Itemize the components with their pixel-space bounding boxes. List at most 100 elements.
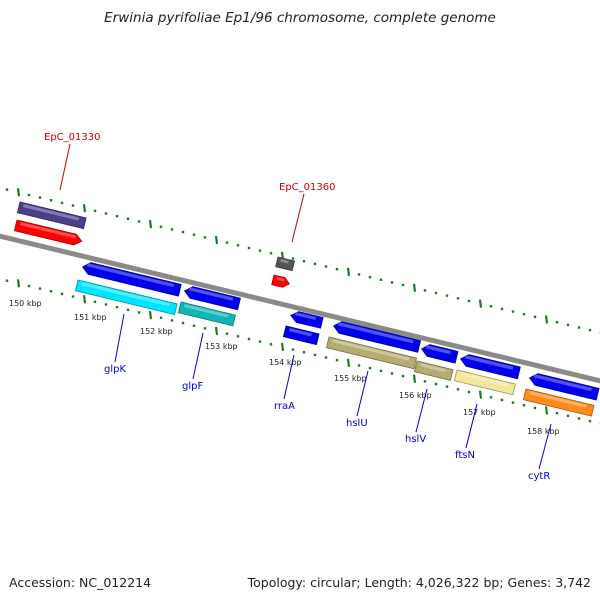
rraA-arrow-2 xyxy=(282,325,320,346)
minor-tick xyxy=(49,290,53,293)
scale-label-151: 151 kbp xyxy=(74,313,107,322)
minor-tick xyxy=(203,236,207,239)
major-tick xyxy=(16,279,21,288)
minor-tick xyxy=(225,241,229,244)
minor-tick xyxy=(379,369,383,372)
major-tick xyxy=(214,235,219,245)
minor-tick xyxy=(5,279,9,282)
minor-tick xyxy=(181,230,185,234)
major-tick xyxy=(412,374,417,383)
minor-tick xyxy=(302,351,306,354)
minor-tick xyxy=(456,388,460,391)
hslV-bar xyxy=(413,360,454,381)
leader-line-EpC_01360 xyxy=(291,193,305,243)
minor-tick xyxy=(302,260,306,263)
minor-tick xyxy=(203,327,207,330)
minor-tick xyxy=(93,300,97,304)
minor-tick xyxy=(566,323,570,327)
minor-tick xyxy=(423,289,427,292)
ftsN-arrow xyxy=(459,354,521,380)
minor-tick xyxy=(555,411,559,415)
minor-tick xyxy=(489,305,493,308)
major-tick xyxy=(214,326,219,336)
minor-tick xyxy=(588,419,592,423)
EpC_01360-arrow xyxy=(271,274,290,288)
minor-tick xyxy=(489,396,493,399)
major-tick xyxy=(346,267,351,276)
major-tick xyxy=(412,283,417,292)
leader-line-hslV xyxy=(415,388,428,433)
major-tick xyxy=(478,299,483,308)
gene-label-glpK: glpK xyxy=(104,364,126,375)
minor-tick xyxy=(159,225,163,228)
minor-tick xyxy=(357,364,361,367)
leader-line-rraA xyxy=(283,354,295,400)
glpK-bar xyxy=(74,279,178,316)
scale-label-158: 158 kbp xyxy=(527,427,560,436)
minor-tick xyxy=(225,332,229,335)
minor-tick xyxy=(115,214,119,218)
minor-tick xyxy=(335,267,339,271)
major-tick xyxy=(478,390,483,399)
minor-tick xyxy=(258,249,262,252)
minor-tick xyxy=(291,257,295,260)
hslU-arrow xyxy=(332,321,422,353)
minor-tick xyxy=(126,217,130,221)
ftsN-bar xyxy=(453,369,516,396)
minor-tick xyxy=(445,385,449,388)
minor-tick xyxy=(192,233,196,236)
minor-tick xyxy=(269,252,273,255)
minor-tick xyxy=(27,284,31,288)
minor-tick xyxy=(368,275,372,279)
major-tick xyxy=(280,342,285,352)
gene-label-hslU: hslU xyxy=(346,418,368,429)
scale-label-152: 152 kbp xyxy=(140,327,173,336)
map-title: Erwinia pyrifoliae Ep1/96 chromosome, co… xyxy=(104,10,496,26)
minor-tick xyxy=(27,193,31,197)
minor-tick xyxy=(181,321,185,325)
minor-tick xyxy=(159,316,163,319)
minor-tick xyxy=(137,220,141,223)
minor-tick xyxy=(170,319,174,322)
minor-tick xyxy=(445,294,449,297)
gene-label-ftsN: ftsN xyxy=(455,450,475,461)
minor-tick xyxy=(368,366,372,370)
minor-tick xyxy=(126,308,130,312)
minor-tick xyxy=(104,303,108,306)
major-tick xyxy=(544,315,549,324)
minor-tick xyxy=(5,188,9,191)
minor-tick xyxy=(38,287,42,290)
major-tick xyxy=(148,219,153,229)
minor-tick xyxy=(522,404,526,407)
minor-tick xyxy=(577,417,581,420)
minor-tick xyxy=(335,358,339,362)
minor-tick xyxy=(456,297,460,300)
EpC_01330-bar xyxy=(16,201,87,230)
scale-label-157: 157 kbp xyxy=(463,408,496,417)
minor-tick xyxy=(170,228,174,231)
minor-tick xyxy=(313,353,317,357)
minor-tick xyxy=(522,313,526,316)
minor-tick xyxy=(357,273,361,276)
minor-tick xyxy=(379,278,383,281)
gene-label-glpF: glpF xyxy=(182,381,203,392)
scale-label-156: 156 kbp xyxy=(399,391,432,400)
minor-tick xyxy=(511,401,515,404)
scale-label-155: 155 kbp xyxy=(334,374,367,383)
minor-tick xyxy=(236,335,240,338)
minor-tick xyxy=(60,201,64,205)
minor-tick xyxy=(390,281,394,284)
scale-label-150: 150 kbp xyxy=(9,299,42,308)
gene-label-EpC_01360: EpC_01360 xyxy=(279,182,335,193)
leader-line-glpF xyxy=(192,332,204,380)
major-tick xyxy=(82,295,87,304)
minor-tick xyxy=(60,292,64,296)
minor-tick xyxy=(588,328,592,332)
glpK-arrow xyxy=(81,262,182,297)
gene-label-hslV: hslV xyxy=(405,434,426,445)
genome-summary: Topology: circular; Length: 4,026,322 bp… xyxy=(247,575,591,590)
minor-tick xyxy=(291,348,295,351)
minor-tick xyxy=(49,199,53,202)
scale-label-154: 154 kbp xyxy=(269,358,302,367)
minor-tick xyxy=(324,265,328,268)
